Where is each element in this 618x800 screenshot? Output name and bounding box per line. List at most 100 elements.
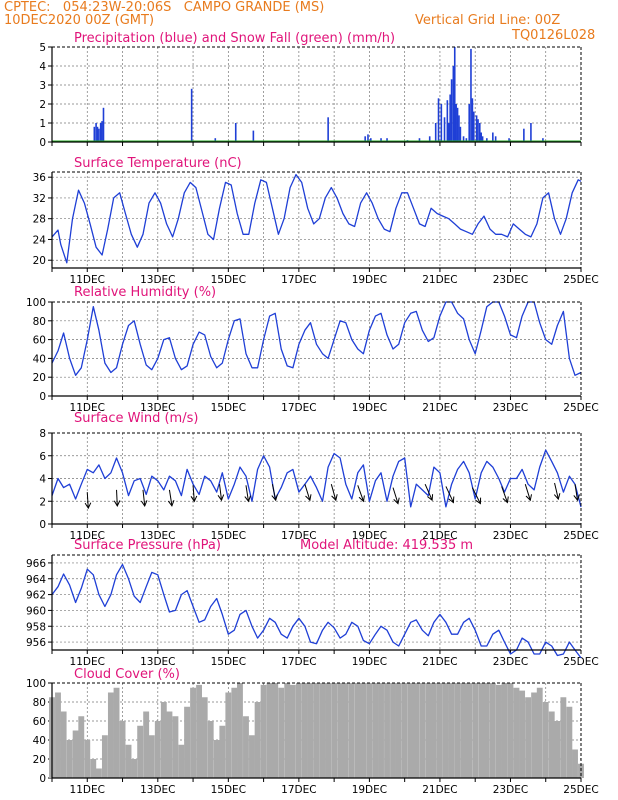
temperature-xtick-label: 17DEC [281,274,316,286]
precip-bar [95,123,97,142]
cloud-cover-bar [225,692,232,778]
humidity-ytick-label: 80 [33,316,46,328]
cloud-cover-bar [519,690,526,778]
cloud-cover-bar [72,730,79,778]
cloud-xtick-label: 25DEC [563,784,598,796]
wind-vector [116,489,118,506]
pressure-xtick-label: 17DEC [281,656,316,668]
pressure-ytick-label: 964 [26,574,46,586]
cloud-cover-bar [148,735,155,778]
precip-bar [93,126,96,142]
cloud-cover-bar [489,683,496,778]
cloud-cover-bar [501,683,508,778]
wind-xtick-label: 23DEC [493,530,528,542]
wind-vector-head [331,494,338,502]
temperature-panel-title: Surface Temperature (nC) [74,156,242,171]
wind-vector [445,486,454,503]
wind-vector-head [427,494,434,502]
pressure-ytick-label: 966 [26,558,46,570]
cloud-cover-bar [289,684,296,778]
cloud-cover-bar [295,683,302,778]
precip-bar [437,98,440,142]
cloud-cover-bar [419,683,426,778]
header-run-date: 10DEC2020 00Z (GMT) [4,13,155,28]
precip-bar [486,138,488,142]
cloud-cover-bar [425,683,432,778]
temperature-ytick-label: 20 [33,255,46,267]
cloud-cover-bar [566,706,573,778]
precip-bar [452,66,455,142]
cloud-cover-bar [95,768,102,778]
header-station: CPTEC: 054:23W-20:06S CAMPO GRANDE (MS) [4,0,325,15]
wind-xtick-label: 13DEC [140,530,175,542]
cloud-cover-bar [113,687,120,778]
wind-vector-head [271,494,278,502]
wind-vector-head [502,496,509,504]
precip-bar [459,126,462,142]
pressure-ytick-label: 962 [26,590,46,602]
temperature-xtick-label: 25DEC [563,274,598,286]
humidity-ytick-label: 20 [33,372,46,384]
precip-bar [455,104,457,142]
wind-ytick-label: 6 [39,451,46,463]
wind-ytick-label: 8 [39,428,46,440]
cloud-ytick-label: 100 [26,678,46,690]
cloud-cover-bar [278,687,285,778]
precip-bar [380,138,382,142]
cloud-cover-bar [131,759,138,778]
humidity-xtick-label: 17DEC [281,402,316,414]
precip-bar [462,136,465,142]
precip-bar [98,128,100,142]
wind-vector-head [190,495,198,503]
cloud-cover-bar [249,735,255,778]
cloud-cover-bar [260,684,267,778]
cloud-cover-bar [384,683,390,778]
wind-vector [524,484,531,501]
wind-vector [192,485,195,502]
precip-bar [480,132,482,142]
precip-bar [364,136,366,142]
wind-vector [330,484,337,501]
wind-vector [424,483,433,501]
cloud-cover-bar [460,683,467,778]
cloud-cover-bar [213,740,220,778]
wind-xtick-label: 19DEC [352,530,387,542]
humidity-ytick-label: 0 [39,391,46,403]
precip-bar [440,104,443,142]
precip-bar [99,123,102,142]
wind-series-line [51,449,582,508]
wind-xtick-label: 21DEC [422,530,457,542]
cloud-cover-bar [466,683,473,778]
pressure-series-line [51,563,582,659]
wind-vector [554,482,559,500]
humidity-xtick-label: 15DEC [211,402,246,414]
wind-vector-head [140,500,148,507]
cloud-xtick-label: 21DEC [422,784,457,796]
header-grid-note: Vertical Grid Line: 00Z [415,13,561,28]
pressure-ytick-label: 956 [26,637,46,649]
precip-ytick-label: 5 [39,42,46,54]
cloud-cover-bar [66,740,73,778]
cloud-cover-bar [219,725,226,778]
cloud-panel-title: Cloud Cover (%) [74,667,180,682]
cloud-cover-bar [184,706,191,778]
pressure-xtick-label: 11DEC [70,656,105,668]
precip-bar [450,79,453,142]
humidity-xtick-label: 23DEC [493,402,528,414]
cloud-cover-bar [366,683,373,778]
cloud-ytick-label: 80 [33,697,46,709]
precip-bar [386,138,388,142]
precip-bar [453,47,456,142]
wind-vector-head [573,494,580,502]
cloud-cover-bar [190,687,197,778]
precip-bar [190,88,193,142]
cloud-cover-bar [360,683,367,778]
precip-bar [478,123,481,142]
wind-vector [357,485,364,502]
cloud-cover-bar [207,721,214,778]
precip-bar [252,130,255,142]
cloud-cover-bar [301,683,308,778]
temperature-xtick-label: 23DEC [493,274,528,286]
pressure-panel-title: Surface Pressure (hPa) [74,538,221,553]
